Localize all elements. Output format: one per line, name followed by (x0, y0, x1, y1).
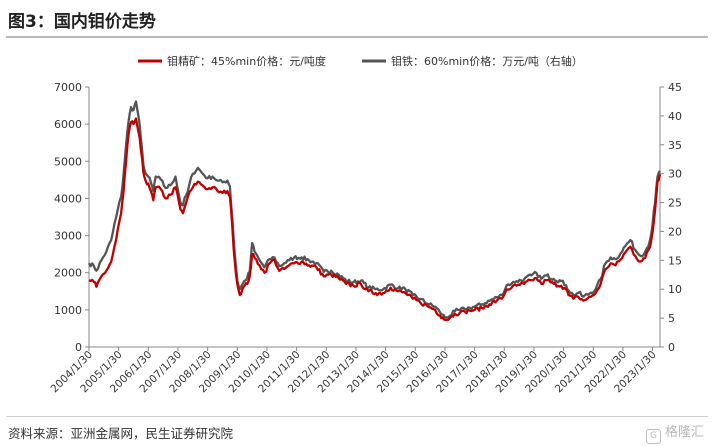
right-tick-label: 10 (668, 283, 682, 296)
right-tick-label: 25 (668, 197, 682, 210)
page-title: 图3：国内钼价走势 (8, 12, 156, 32)
right-tick-label: 30 (668, 168, 682, 181)
left-tick-label: 2000 (54, 267, 82, 280)
right-tick-label: 20 (668, 225, 682, 238)
chart-legend: 钼精矿：45%min价格：元/吨度 钼铁：60%min价格：万元/吨（右轴） (138, 54, 583, 68)
legend-item-ferromolybdenum-label: 钼铁：60%min价格：万元/吨（右轴） (391, 54, 583, 68)
watermark-logo-icon: G (645, 429, 661, 444)
left-tick-label: 6000 (54, 118, 82, 131)
right-tick-label: 45 (668, 81, 682, 94)
watermark-text: 格隆汇 (664, 425, 704, 440)
title-divider (6, 36, 708, 38)
right-tick-label: 40 (668, 110, 682, 123)
left-tick-label: 1000 (54, 304, 82, 317)
left-tick-label: 5000 (54, 155, 82, 168)
source-note: 资料来源：亚洲金属网，民生证券研究院 (8, 426, 234, 441)
chart-series (87, 100, 662, 322)
right-tick-label: 15 (668, 254, 682, 267)
source-divider (6, 416, 708, 417)
left-tick-label: 3000 (54, 230, 82, 243)
watermark: G 格隆汇 (645, 421, 704, 444)
right-tick-label: 35 (668, 139, 682, 152)
legend-item-mo-concentrate-label: 钼精矿：45%min价格：元/吨度 (167, 54, 326, 68)
right-tick-label: 5 (668, 312, 675, 325)
chart-axes: 0 1000 2000 3000 4000 5000 6000 7000 0 5 10 15 20 25 3… (49, 81, 682, 395)
series-line-ferromolybdenum (87, 100, 661, 319)
right-tick-label: 0 (668, 341, 675, 354)
left-tick-label: 0 (75, 341, 82, 354)
left-tick-label: 4000 (54, 192, 82, 205)
molybdenum-price-chart: 钼精矿：45%min价格：元/吨度 钼铁：60%min价格：万元/吨（右轴） 0 1… (49, 54, 682, 395)
left-tick-label: 7000 (54, 81, 82, 94)
series-line-mo-concentrate (88, 117, 662, 322)
